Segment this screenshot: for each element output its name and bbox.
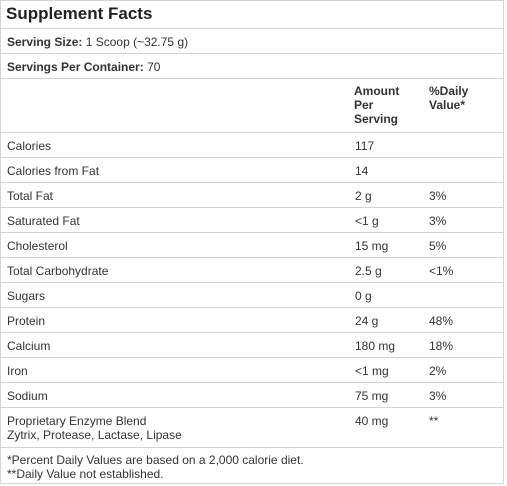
nutrient-amount: 0 g xyxy=(355,289,372,303)
nutrient-row: Sugars 0 g xyxy=(1,282,503,307)
nutrient-name: Sodium xyxy=(7,389,48,403)
nutrient-daily-value: 3% xyxy=(429,214,447,228)
nutrient-row: Calories 117 xyxy=(1,132,503,157)
nutrient-amount: 180 mg xyxy=(355,339,396,353)
nutrient-amount: 2 g xyxy=(355,189,372,203)
nutrient-daily-value: 5% xyxy=(429,239,447,253)
nutrient-name: Sugars xyxy=(7,289,46,303)
amount-header-line: Per xyxy=(354,98,374,112)
nutrient-name: Cholesterol xyxy=(7,239,68,253)
servings-per-container-value: 70 xyxy=(147,60,161,74)
nutrient-amount: 24 g xyxy=(355,314,379,328)
blend-daily-value: ** xyxy=(429,414,439,428)
nutrient-amount: 14 xyxy=(355,164,369,178)
serving-size-value: 1 Scoop (~32.75 g) xyxy=(85,35,189,49)
nutrient-name: Iron xyxy=(7,364,28,378)
nutrient-amount: 2.5 g xyxy=(355,264,382,278)
not-established-footnote: **Daily Value not established. xyxy=(7,467,164,481)
nutrient-row: Total Fat 2 g 3% xyxy=(1,182,503,207)
nutrient-amount: 75 mg xyxy=(355,389,389,403)
nutrient-row: Saturated Fat <1 g 3% xyxy=(1,207,503,232)
nutrient-daily-value: <1% xyxy=(429,264,454,278)
nutrient-row: Calories from Fat 14 xyxy=(1,157,503,182)
nutrient-name: Calcium xyxy=(7,339,51,353)
nutrient-daily-value: 18% xyxy=(429,339,454,353)
nutrient-row: Cholesterol 15 mg 5% xyxy=(1,232,503,257)
nutrient-row: Protein 24 g 48% xyxy=(1,307,503,332)
nutrient-amount: 15 mg xyxy=(355,239,389,253)
nutrient-name: Protein xyxy=(7,314,46,328)
footnotes: *Percent Daily Values are based on a 2,0… xyxy=(1,447,503,485)
serving-size-row: Serving Size: 1 Scoop (~32.75 g) xyxy=(1,28,503,53)
nutrient-daily-value: 3% xyxy=(429,189,447,203)
nutrient-row: Calcium 180 mg 18% xyxy=(1,332,503,357)
amount-header-line: Serving xyxy=(354,112,399,126)
amount-header-line: Amount xyxy=(354,84,400,98)
nutrient-name: Calories from Fat xyxy=(7,164,100,178)
nutrient-name: Calories xyxy=(7,139,52,153)
servings-per-container-row: Servings Per Container: 70 xyxy=(1,53,503,78)
nutrient-daily-value: 2% xyxy=(429,364,447,378)
blend-amount: 40 mg xyxy=(355,414,389,428)
nutrient-name: Total Carbohydrate xyxy=(7,264,109,278)
nutrient-row: Sodium 75 mg 3% xyxy=(1,382,503,407)
nutrient-row: Iron <1 mg 2% xyxy=(1,357,503,382)
nutrient-name: Saturated Fat xyxy=(7,214,80,228)
nutrient-daily-value: 48% xyxy=(429,314,454,328)
blend-name: Proprietary Enzyme Blend xyxy=(7,414,147,428)
daily-value-header: %Daily Value* xyxy=(429,84,489,112)
nutrient-amount: <1 g xyxy=(355,214,379,228)
blend-ingredients: Zytrix, Protease, Lactase, Lipase xyxy=(7,428,182,442)
servings-per-container-label: Servings Per Container: xyxy=(7,60,144,74)
column-header-row: Amount Per Serving %Daily Value* xyxy=(1,78,503,132)
nutrient-amount: 117 xyxy=(355,139,375,153)
nutrient-row: Total Carbohydrate 2.5 g <1% xyxy=(1,257,503,282)
serving-size-label: Serving Size: xyxy=(7,35,83,49)
dv-header-line: %Daily xyxy=(429,84,469,98)
nutrient-daily-value: 3% xyxy=(429,389,447,403)
proprietary-blend-row: Proprietary Enzyme Blend Zytrix, Proteas… xyxy=(1,407,503,447)
nutrient-amount: <1 mg xyxy=(355,364,389,378)
percent-daily-value-footnote: *Percent Daily Values are based on a 2,0… xyxy=(7,453,304,467)
nutrient-name: Total Fat xyxy=(7,189,54,203)
panel-title: Supplement Facts xyxy=(6,4,153,23)
dv-header-line: Value* xyxy=(429,98,466,112)
amount-per-serving-header: Amount Per Serving xyxy=(354,84,414,126)
